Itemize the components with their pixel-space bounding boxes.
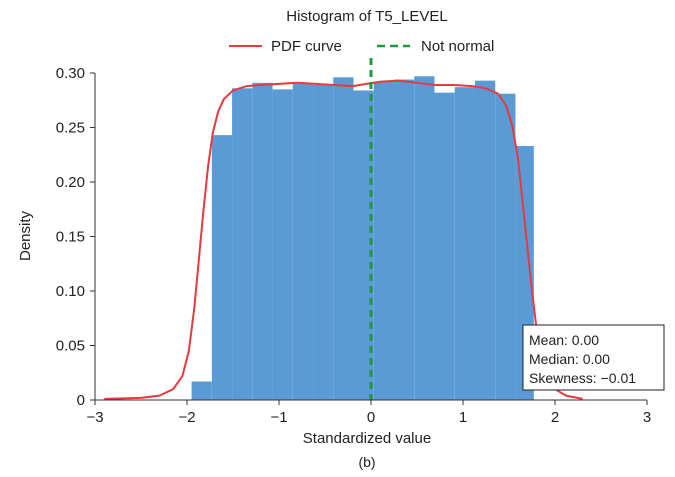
x-tick-label: 1	[459, 409, 467, 426]
x-axis-label: Standardized value	[303, 430, 431, 447]
histogram-bar-9	[373, 81, 394, 400]
stats-median: Median: 0.00	[529, 351, 610, 367]
y-tick-label: 0.20	[56, 174, 85, 191]
histogram-bar-8	[353, 90, 374, 400]
histogram-bar-15	[495, 93, 516, 401]
histogram-bar-3	[252, 82, 273, 400]
x-tick-label: −2	[178, 409, 195, 426]
pdf-curve-line	[104, 79, 583, 400]
stats-skewness: Skewness: −0.01	[529, 370, 636, 386]
x-tick-label: −1	[270, 409, 287, 426]
x-tick-label: 0	[367, 409, 375, 426]
stats-box: Mean: 0.00 Median: 0.00 Skewness: −0.01	[522, 324, 665, 391]
chart-title: Histogram of T5_LEVEL	[286, 8, 447, 25]
y-tick-label: 0.15	[56, 229, 85, 246]
stats-box-frame	[522, 324, 665, 391]
pdf-curve-layer	[104, 79, 583, 400]
histogram-bar-12	[434, 92, 455, 401]
figure-caption: (b)	[358, 454, 375, 470]
histogram-bar-2	[232, 88, 253, 400]
x-ticks: −3 −2 −1 0 1 2 3	[86, 400, 651, 426]
y-tick-label: 0.30	[56, 65, 85, 82]
y-axis-label: Density	[17, 210, 34, 261]
stats-mean: Mean: 0.00	[529, 332, 599, 348]
histogram-bar-13	[454, 87, 475, 401]
y-tick-label: 0.10	[56, 283, 85, 300]
histogram-bars	[191, 76, 534, 401]
histogram-bar-5	[292, 83, 314, 401]
x-tick-label: 2	[551, 409, 559, 426]
y-tick-label: 0.25	[56, 120, 85, 137]
histogram-bar-1	[211, 135, 233, 400]
histogram-bar-4	[272, 89, 293, 400]
legend-pdf-label: PDF curve	[271, 38, 342, 55]
y-tick-label: 0.05	[56, 338, 85, 355]
histogram-bar-11	[414, 76, 435, 401]
histogram-bar-6	[313, 84, 334, 401]
histogram-bar-10	[394, 79, 415, 400]
histogram-bar-0	[191, 381, 212, 400]
histogram-bar-14	[474, 80, 496, 400]
legend: PDF curve Not normal	[229, 38, 494, 55]
y-ticks: 0 0.05 0.10 0.15 0.20 0.25 0.30	[56, 65, 95, 409]
legend-not-normal-label: Not normal	[421, 38, 494, 55]
histogram-bar-7	[333, 77, 354, 401]
y-tick-label: 0	[77, 392, 85, 409]
x-tick-label: −3	[86, 409, 103, 426]
axes: −3 −2 −1 0 1 2 3 0 0.05 0.10 0.15 0.20 0.25 0.30	[56, 65, 651, 426]
x-tick-label: 3	[643, 409, 651, 426]
